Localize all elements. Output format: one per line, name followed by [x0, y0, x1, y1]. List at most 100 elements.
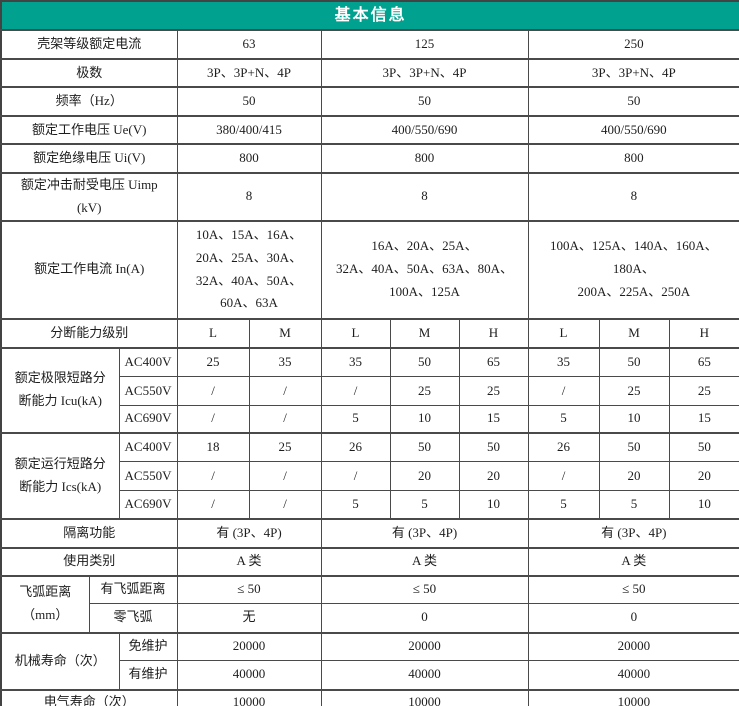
- cell-ics: /: [248, 461, 322, 491]
- row-label: 隔离功能: [0, 517, 178, 548]
- cell-icu: /: [176, 376, 250, 406]
- cell-freq-125: 50: [320, 86, 529, 117]
- cell-ics: 18: [176, 431, 250, 462]
- cell-ui-250: 800: [527, 143, 739, 174]
- cell-icu: 5: [320, 405, 391, 433]
- cell-freq-63: 50: [176, 86, 322, 117]
- cell-freq-250: 50: [527, 86, 739, 117]
- cell-icu: 25: [458, 376, 529, 406]
- cell-level: H: [668, 317, 739, 348]
- group-label-arc: 飞弧距离 （mm）: [0, 574, 90, 633]
- cell-ics: 50: [668, 431, 739, 462]
- row-label: 额定绝缘电压 Ui(V): [0, 143, 178, 174]
- header-row: 基本信息: [0, 0, 739, 31]
- cell-icu: 15: [668, 405, 739, 433]
- cell-isolation-63: 有 (3P、4P): [176, 517, 322, 548]
- cell-ics: 5: [320, 490, 391, 519]
- row-icu-ac400v: 额定极限短路分 断能力 Icu(kA) AC400V 25 35 35 50 6…: [0, 346, 739, 433]
- cell-icu: /: [248, 405, 322, 433]
- cell-poles-125: 3P、3P+N、4P: [320, 58, 529, 88]
- cell-ics: /: [248, 490, 322, 519]
- cell-poles-250: 3P、3P+N、4P: [527, 58, 739, 88]
- row-electrical-life: 电气寿命（次） 10000 10000 10000: [0, 688, 739, 706]
- cell-arc-63: ≤ 50: [176, 574, 322, 604]
- sub-label: AC550V: [118, 376, 178, 406]
- table-title: 基本信息: [0, 0, 739, 31]
- cell-uimp-250: 8: [527, 172, 739, 221]
- row-rated-current: 额定工作电流 In(A) 10A、15A、16A、 20A、25A、30A、 3…: [0, 219, 739, 319]
- cell-ics: 50: [458, 431, 529, 462]
- cell-ics: 50: [389, 431, 460, 462]
- row-label: 极数: [0, 58, 178, 88]
- cell-icu: 25: [389, 376, 460, 406]
- row-label: 频率（Hz）: [0, 86, 178, 117]
- cell-mech-250: 40000: [527, 660, 739, 690]
- row-zero-arc: 零飞弧 无 0 0: [1, 603, 739, 633]
- cell-level: M: [389, 317, 460, 348]
- row-arc-distance: 飞弧距离 （mm） 有飞弧距离 ≤ 50 ≤ 50 ≤ 50: [0, 574, 739, 633]
- cell-ui-125: 800: [320, 143, 529, 174]
- row-frame-current: 壳架等级额定电流 63 125 250: [0, 29, 739, 60]
- cell-level: M: [248, 317, 322, 348]
- cell-ics: 20: [458, 461, 529, 491]
- cell-ics: /: [320, 461, 391, 491]
- cell-icu: 25: [176, 346, 250, 377]
- cell-icu: 5: [527, 405, 600, 433]
- cell-icu: /: [248, 376, 322, 406]
- cell-zeroarc-63: 无: [176, 603, 322, 633]
- row-isolation: 隔离功能 有 (3P、4P) 有 (3P、4P) 有 (3P、4P): [0, 517, 739, 548]
- cell-usage-63: A 类: [176, 546, 322, 576]
- cell-usage-250: A 类: [527, 546, 739, 576]
- cell-frame-250: 250: [527, 29, 739, 60]
- cell-level: H: [458, 317, 529, 348]
- sub-label: 有维护: [118, 660, 178, 690]
- cell-ics: /: [176, 461, 250, 491]
- cell-icu: /: [527, 376, 600, 406]
- sub-label: 零飞弧: [88, 603, 178, 633]
- cell-level: L: [527, 317, 600, 348]
- cell-usage-125: A 类: [320, 546, 529, 576]
- cell-level: M: [598, 317, 670, 348]
- cell-ics: 25: [248, 431, 322, 462]
- row-breaking-level: 分断能力级别 L M L M H L M H: [0, 317, 739, 348]
- row-uimp: 额定冲击耐受电压 Uimp (kV) 8 8 8: [0, 172, 739, 221]
- cell-ics: 10: [668, 490, 739, 519]
- group-label-mech: 机械寿命（次）: [0, 631, 120, 690]
- cell-icu: 25: [668, 376, 739, 406]
- cell-uimp-125: 8: [320, 172, 529, 221]
- cell-zeroarc-250: 0: [527, 603, 739, 633]
- sub-label: AC550V: [118, 461, 178, 491]
- cell-arc-125: ≤ 50: [320, 574, 529, 604]
- cell-icu: 65: [458, 346, 529, 377]
- cell-ics: /: [527, 461, 600, 491]
- sub-label: AC400V: [118, 346, 178, 377]
- cell-icu: 35: [527, 346, 600, 377]
- row-ui: 额定绝缘电压 Ui(V) 800 800 800: [0, 143, 739, 174]
- sub-label: AC690V: [118, 490, 178, 519]
- cell-icu: 35: [320, 346, 391, 377]
- cell-ue-125: 400/550/690: [320, 115, 529, 145]
- row-ics-ac550v: AC550V / / / 20 20 / 20 20: [1, 461, 739, 491]
- cell-elec-250: 10000: [527, 688, 739, 706]
- row-ics-ac400v: 额定运行短路分 断能力 Ics(kA) AC400V 18 25 26 50 5…: [0, 431, 739, 519]
- cell-arc-250: ≤ 50: [527, 574, 739, 604]
- cell-in-250: 100A、125A、140A、160A、180A、 200A、225A、250A: [527, 219, 739, 319]
- cell-level: L: [320, 317, 391, 348]
- row-ue: 额定工作电压 Ue(V) 380/400/415 400/550/690 400…: [0, 115, 739, 145]
- cell-elec-125: 10000: [320, 688, 529, 706]
- group-label-ics: 额定运行短路分 断能力 Ics(kA): [0, 431, 120, 519]
- cell-isolation-125: 有 (3P、4P): [320, 517, 529, 548]
- cell-poles-63: 3P、3P+N、4P: [176, 58, 322, 88]
- cell-frame-63: 63: [176, 29, 322, 60]
- sub-label: AC400V: [118, 431, 178, 462]
- cell-ics: 5: [527, 490, 600, 519]
- cell-icu: 10: [598, 405, 670, 433]
- row-usage-category: 使用类别 A 类 A 类 A 类: [0, 546, 739, 576]
- row-ics-ac690v: AC690V / / 5 5 10 5 5 10: [1, 490, 739, 519]
- cell-ics: 20: [668, 461, 739, 491]
- sub-label: AC690V: [118, 405, 178, 433]
- row-poles: 极数 3P、3P+N、4P 3P、3P+N、4P 3P、3P+N、4P: [0, 58, 739, 88]
- cell-mech-63: 20000: [176, 631, 322, 661]
